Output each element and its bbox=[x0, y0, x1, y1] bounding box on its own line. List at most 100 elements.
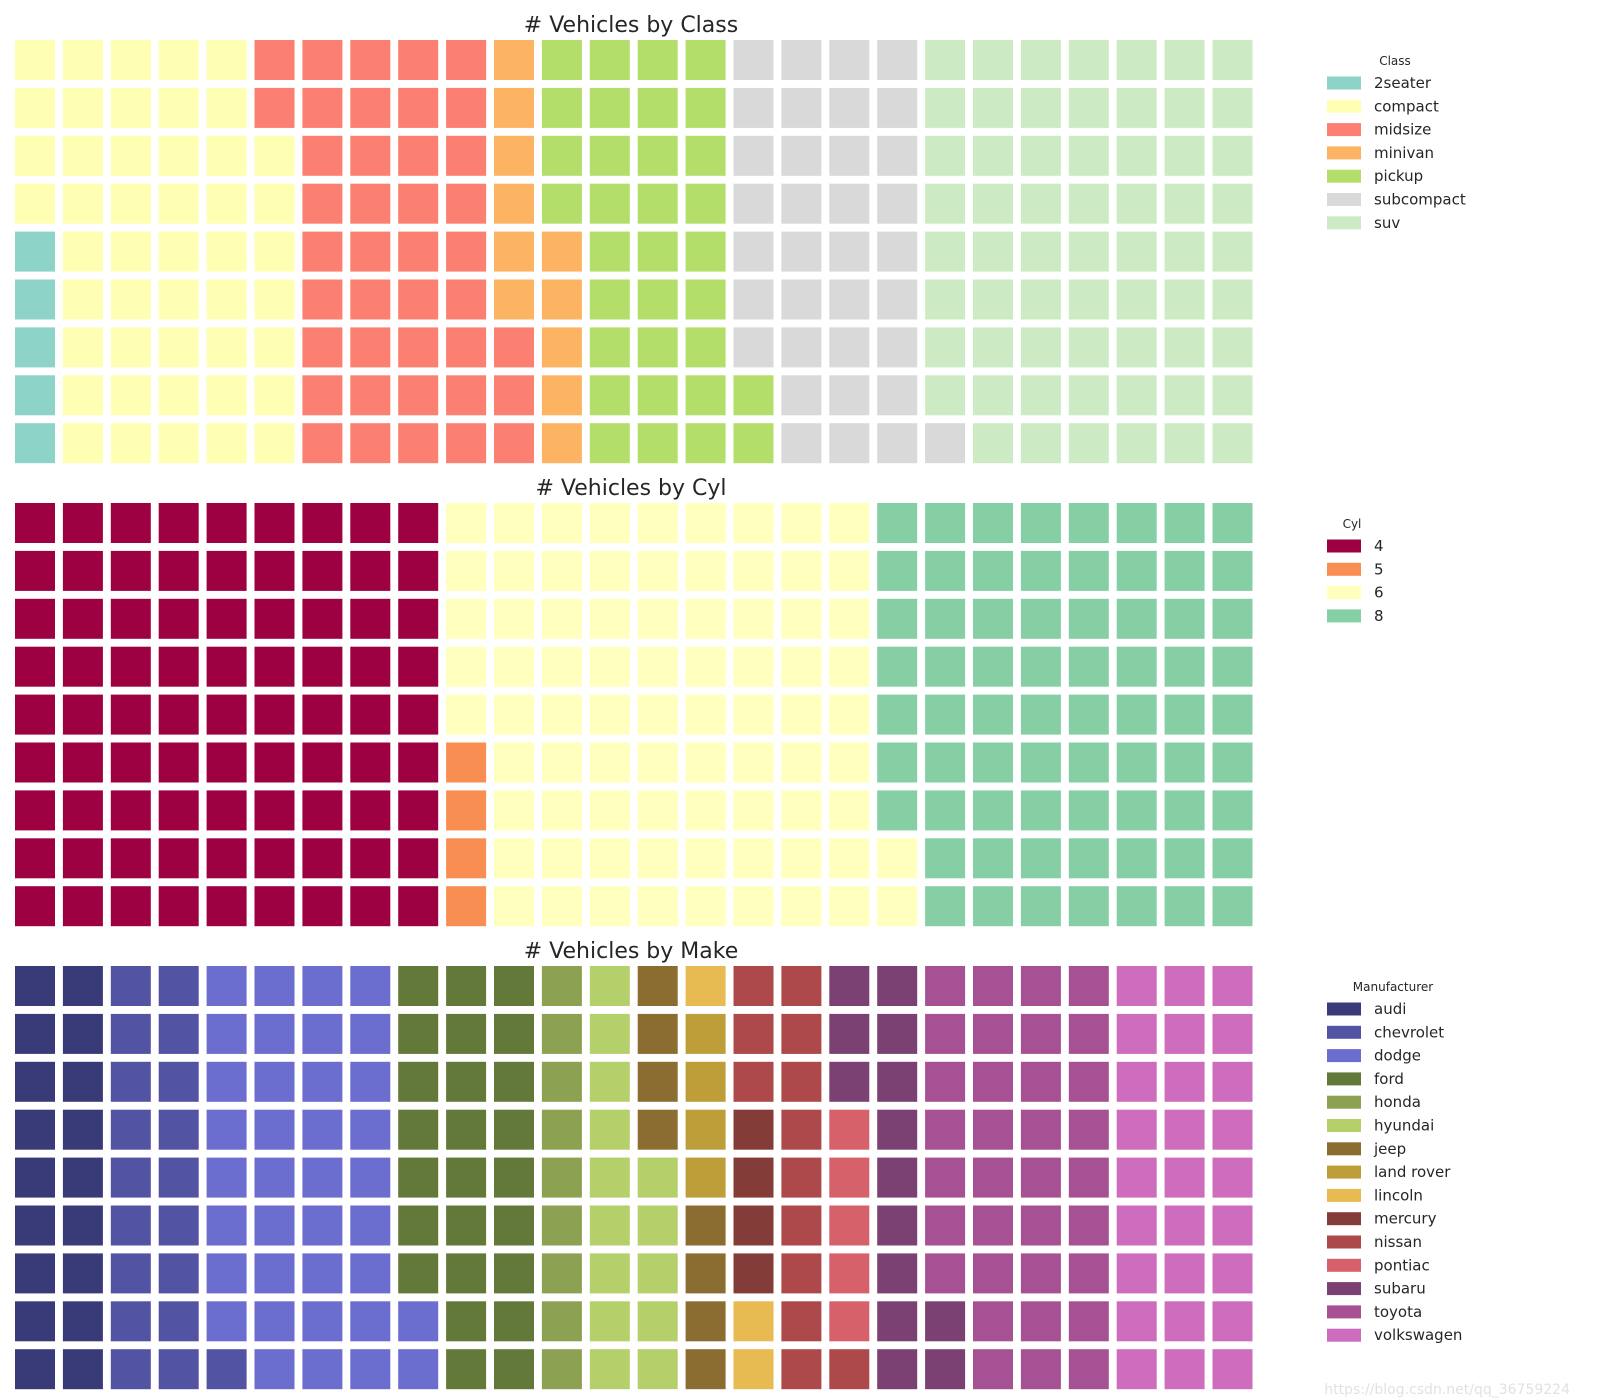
waffle-cell-2seater bbox=[15, 327, 55, 368]
legend-items: 2seater compact midsize minivan pickup subcom… bbox=[1327, 74, 1466, 232]
waffle-cell-midsize bbox=[302, 135, 343, 176]
waffle-cell-4 bbox=[62, 550, 103, 591]
waffle-cell-subaru bbox=[829, 1061, 870, 1102]
waffle-cell-suv bbox=[1164, 327, 1205, 368]
waffle-cell-toyota bbox=[973, 1301, 1013, 1342]
waffle-cell-suv bbox=[1116, 375, 1157, 416]
waffle-cell-toyota bbox=[925, 1205, 966, 1246]
waffle-cell-6 bbox=[781, 886, 822, 927]
waffle-cell-suv bbox=[1164, 279, 1205, 320]
waffle-cell-audi bbox=[15, 966, 55, 1006]
waffle-cell-8 bbox=[925, 694, 966, 735]
waffle-cell-suv bbox=[973, 135, 1013, 176]
waffle-cell-suv bbox=[1116, 279, 1157, 320]
waffle-cell-ford bbox=[446, 1013, 487, 1054]
legend-label-midsize: midsize bbox=[1374, 121, 1431, 139]
waffle-cell-8 bbox=[877, 694, 918, 735]
waffle-cell-subaru bbox=[877, 1301, 918, 1342]
waffle-cell-6 bbox=[829, 886, 870, 927]
waffle-cell-8 bbox=[1068, 838, 1109, 879]
waffle-cell-6 bbox=[829, 550, 870, 591]
waffle-cell-subaru bbox=[877, 1013, 918, 1054]
waffle-cell-compact bbox=[254, 279, 295, 320]
legend-label-2seater: 2seater bbox=[1374, 74, 1432, 92]
waffle-cell-8 bbox=[925, 503, 966, 543]
waffle-cell-hyundai bbox=[589, 1013, 630, 1054]
waffle-cell-midsize bbox=[446, 423, 487, 464]
waffle-cell-pickup bbox=[541, 87, 582, 128]
waffle-cell-hyundai bbox=[589, 1109, 630, 1150]
waffle-cell-midsize bbox=[302, 87, 343, 128]
waffle-cell-compact bbox=[15, 135, 55, 176]
legend-swatch-suv bbox=[1327, 216, 1361, 230]
waffle-cell-6 bbox=[829, 503, 870, 543]
waffle-cell-8 bbox=[1212, 503, 1253, 543]
waffle-cell-compact bbox=[110, 423, 151, 464]
waffle-cell-dodge bbox=[302, 1061, 343, 1102]
waffle-cell-8 bbox=[1212, 790, 1253, 831]
waffle-cell-compact bbox=[110, 40, 151, 80]
waffle-cell-suv bbox=[1164, 135, 1205, 176]
waffle-cell-ford bbox=[494, 1205, 534, 1246]
waffle-cell-minivan bbox=[494, 87, 534, 128]
waffle-cell-suv bbox=[1164, 40, 1205, 80]
waffle-cell-compact bbox=[62, 183, 103, 224]
waffle-cell-4 bbox=[254, 790, 295, 831]
waffle-cell-8 bbox=[1164, 598, 1205, 639]
waffle-cell-midsize bbox=[398, 279, 439, 320]
waffle-cell-chevrolet bbox=[206, 1349, 247, 1390]
waffle-cell-6 bbox=[637, 886, 678, 927]
waffle-cell-6 bbox=[637, 790, 678, 831]
waffle-cell-6 bbox=[589, 838, 630, 879]
waffle-cell-honda bbox=[541, 966, 582, 1006]
waffle-cell-8 bbox=[1212, 838, 1253, 879]
waffle-cell-pickup bbox=[637, 183, 678, 224]
waffle-cell-4 bbox=[302, 503, 343, 543]
waffle-cell-ford bbox=[398, 966, 439, 1006]
waffle-cell-8 bbox=[1212, 598, 1253, 639]
waffle-cell-4 bbox=[15, 742, 55, 783]
waffle-cell-toyota bbox=[1020, 966, 1061, 1006]
waffle-cell-dodge bbox=[302, 1157, 343, 1198]
waffle-cell-midsize bbox=[446, 40, 487, 80]
waffle-cell-dodge bbox=[254, 1253, 295, 1294]
waffle-cell-suv bbox=[1068, 40, 1109, 80]
waffle-cell-4 bbox=[15, 838, 55, 879]
waffle-cell-4 bbox=[110, 838, 151, 879]
waffle-cell-suv bbox=[1020, 423, 1061, 464]
waffle-cell-midsize bbox=[446, 135, 487, 176]
waffle-cell-pickup bbox=[685, 375, 726, 416]
waffle-cell-toyota bbox=[1020, 1253, 1061, 1294]
waffle-cell-hyundai bbox=[589, 1205, 630, 1246]
waffle-cell-6 bbox=[637, 598, 678, 639]
waffle-cell-ford bbox=[398, 1013, 439, 1054]
waffle-cell-audi bbox=[15, 1013, 55, 1054]
waffle-cell-4 bbox=[158, 886, 199, 927]
waffle-cell-6 bbox=[781, 790, 822, 831]
waffle-cell-honda bbox=[541, 1301, 582, 1342]
chart-title: # Vehicles by Class bbox=[524, 13, 738, 38]
waffle-cell-ford bbox=[494, 1253, 534, 1294]
waffle-cell-toyota bbox=[973, 1109, 1013, 1150]
waffle-cell-6 bbox=[829, 694, 870, 735]
waffle-cell-compact bbox=[15, 183, 55, 224]
waffle-cell-jeep bbox=[685, 1205, 726, 1246]
waffle-cell-4 bbox=[302, 838, 343, 879]
waffle-cell-minivan bbox=[541, 231, 582, 272]
waffle-cell-ford bbox=[446, 1205, 487, 1246]
waffle-cell-minivan bbox=[494, 231, 534, 272]
waffle-cell-lincoln bbox=[733, 1301, 774, 1342]
waffle-cell-4 bbox=[62, 598, 103, 639]
waffle-cell-toyota bbox=[1020, 1349, 1061, 1390]
waffle-cell-dodge bbox=[206, 966, 247, 1006]
legend-label-chevrolet: chevrolet bbox=[1374, 1023, 1444, 1041]
waffle-cell-minivan bbox=[541, 423, 582, 464]
waffle-cell-honda bbox=[541, 1013, 582, 1054]
waffle-cell-4 bbox=[15, 646, 55, 687]
waffle-cell-suv bbox=[1116, 327, 1157, 368]
waffle-cell-compact bbox=[62, 231, 103, 272]
waffle-cell-honda bbox=[541, 1157, 582, 1198]
waffle-cell-midsize bbox=[494, 327, 534, 368]
waffle-cell-8 bbox=[1020, 886, 1061, 927]
waffle-cell-jeep bbox=[637, 1109, 678, 1150]
